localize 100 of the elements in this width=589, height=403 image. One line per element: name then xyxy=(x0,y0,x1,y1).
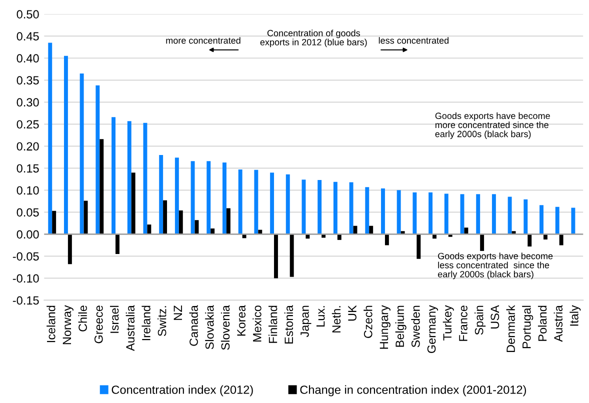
bar xyxy=(222,162,226,234)
x-tick-label: Turkey xyxy=(442,305,454,340)
y-tick-label: 0.40 xyxy=(16,54,39,63)
x-tick-label: Slovakia xyxy=(205,305,214,350)
bar xyxy=(555,206,560,234)
x-tick-label: Czech xyxy=(364,306,372,338)
bar xyxy=(274,234,278,278)
annotation: less concentrated xyxy=(378,37,448,44)
x-tick-label: Slovenia xyxy=(220,305,230,350)
bar xyxy=(52,210,56,234)
bar xyxy=(365,187,370,234)
bar xyxy=(238,169,242,234)
y-tick-label: 0.05 xyxy=(16,208,39,217)
bar xyxy=(528,234,532,247)
x-tick-label: Mexico xyxy=(252,306,262,342)
bar xyxy=(290,234,294,277)
bar xyxy=(508,196,512,234)
y-tick-label: 0.20 xyxy=(16,142,39,151)
x-tick-label: NZ xyxy=(174,305,182,320)
x-tick-label: Switz. xyxy=(158,306,166,336)
bar xyxy=(416,234,421,259)
x-tick-label: France xyxy=(459,306,468,341)
x-tick-label: Lux. xyxy=(316,306,325,326)
x-tick-label: UK xyxy=(348,305,356,321)
bar xyxy=(174,158,179,234)
bar xyxy=(143,122,148,234)
bar xyxy=(492,194,496,234)
bar xyxy=(190,161,195,234)
x-tick-label: Canada xyxy=(189,305,198,346)
bar xyxy=(480,234,484,251)
x-tick-label: Austria xyxy=(554,305,563,342)
x-tick-label: Sweden xyxy=(411,306,420,348)
bar xyxy=(159,154,164,234)
bar xyxy=(524,199,528,234)
y-tick-label: -0.10 xyxy=(12,274,39,283)
y-tick-label: -0.15 xyxy=(12,296,39,305)
y-tick-label: 0.50 xyxy=(16,10,39,18)
bar xyxy=(127,121,132,234)
y-tick-label: 0.35 xyxy=(16,76,39,85)
bar xyxy=(349,182,354,234)
x-tick-label: Belgium xyxy=(395,306,406,347)
bar xyxy=(178,210,183,234)
bar xyxy=(270,172,274,234)
bar xyxy=(412,192,417,234)
x-tick-label: Poland xyxy=(538,306,547,341)
x-tick-label: Neth. xyxy=(332,306,341,332)
bar xyxy=(444,194,448,234)
bar xyxy=(206,161,211,234)
bar xyxy=(381,188,385,234)
bar xyxy=(226,208,230,234)
annotation: Goods exports have become more concentrated since the early 2000s (black bars) xyxy=(435,112,550,139)
bar xyxy=(100,139,104,234)
bar xyxy=(80,74,84,234)
annotation: more concentrated xyxy=(166,37,240,44)
x-tick-label: Hungary xyxy=(380,305,390,349)
bar xyxy=(571,208,576,234)
y-tick-label: -0.05 xyxy=(12,252,39,261)
bar xyxy=(476,194,480,234)
x-tick-label: Finland xyxy=(268,306,278,343)
bar xyxy=(318,180,322,234)
bar xyxy=(68,234,72,264)
bar xyxy=(369,226,374,234)
bar xyxy=(116,234,120,254)
bar xyxy=(559,234,564,246)
x-tick-label: Denmark xyxy=(506,305,515,352)
bar xyxy=(540,205,544,234)
y-tick-label: 0.00 xyxy=(16,230,39,239)
x-tick-label: Japan xyxy=(300,306,312,338)
bar xyxy=(286,174,290,234)
x-tick-label: Estonia xyxy=(284,305,294,344)
bar xyxy=(48,42,52,234)
x-tick-label: Norway xyxy=(62,305,74,344)
bar xyxy=(254,170,258,234)
y-tick-label: 0.45 xyxy=(16,32,39,41)
x-tick-label: Germany xyxy=(427,305,438,354)
bar xyxy=(84,200,88,234)
y-tick-label: 0.15 xyxy=(16,164,39,173)
bar xyxy=(464,228,468,234)
bar xyxy=(163,200,168,234)
x-tick-label: Israel xyxy=(110,306,119,333)
x-tick-label: Australia xyxy=(126,305,135,351)
x-tick-label: Spain xyxy=(474,306,486,335)
bar xyxy=(428,192,433,234)
x-tick-label: USA xyxy=(490,305,500,328)
x-tick-label: Italy xyxy=(570,305,581,326)
bar xyxy=(96,85,100,234)
bar xyxy=(333,182,338,234)
bar xyxy=(112,117,116,234)
bar xyxy=(396,190,401,234)
legend-label: Change in concentration index (2001-2012) xyxy=(300,385,526,396)
annotation: Concentration of goods exports in 2012 (blue bars) xyxy=(260,30,367,48)
y-tick-label: 0.25 xyxy=(16,120,39,129)
y-tick-label: 0.10 xyxy=(16,186,39,195)
x-tick-label: Greece xyxy=(94,306,103,344)
legend-label: Concentration index (2012) xyxy=(112,385,253,396)
bar xyxy=(147,224,152,234)
bar xyxy=(64,56,68,234)
annotation: Goods exports have become less concentrated since the early 2000s (black bars) xyxy=(438,252,553,280)
bar xyxy=(384,234,389,246)
bar xyxy=(131,172,136,234)
